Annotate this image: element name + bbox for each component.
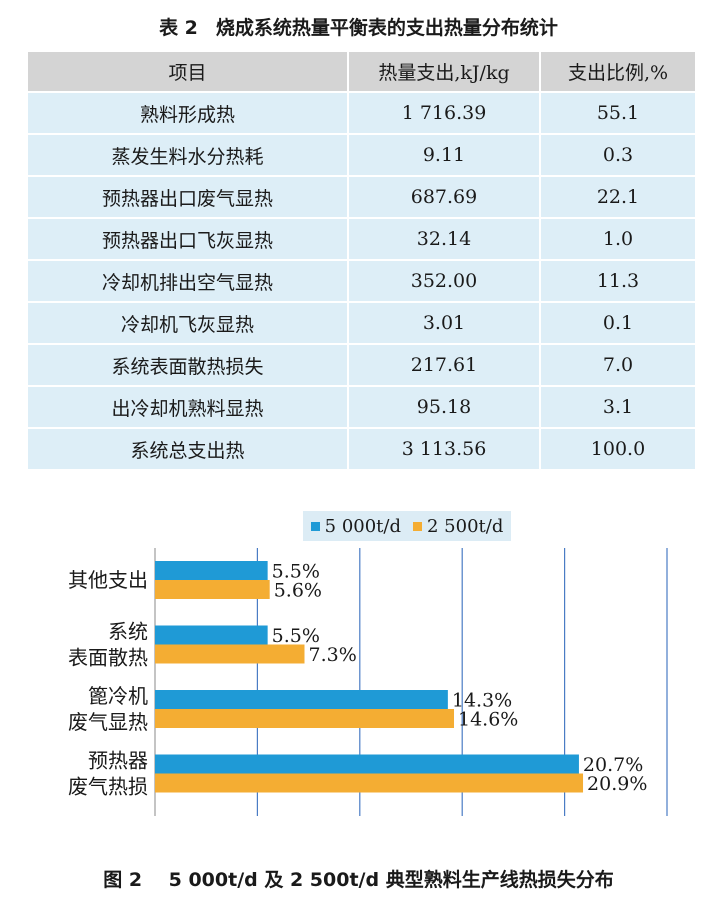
cell-heat: 9.11 [348, 134, 541, 177]
bar-value-label: 5.5% [272, 625, 320, 647]
header-heat: 热量支出,kJ/kg [348, 52, 541, 93]
bar-2500-2 [155, 709, 455, 728]
bar-2500-1 [155, 644, 305, 664]
bar-2500-3 [155, 773, 584, 793]
table-row: 蒸发生料水分热耗 9.11 0.3 [28, 134, 695, 177]
cell-heat: 3.01 [348, 302, 541, 345]
bar-5000-1 [155, 625, 268, 645]
legend-label-2500: 2 500t/d [427, 515, 504, 537]
table-row: 预热器出口废气显热 687.69 22.1 [28, 176, 695, 219]
figure-number: 图 2 [103, 869, 143, 891]
cell-item: 预热器出口废气显热 [28, 176, 349, 219]
cell-ratio: 0.3 [540, 134, 695, 177]
table-row: 系统表面散热损失 217.61 7.0 [28, 344, 695, 387]
legend-item-2500: 2 500t/d [413, 516, 503, 537]
cell-heat: 3 113.56 [348, 428, 541, 471]
cell-item: 熟料形成热 [28, 92, 349, 135]
table-row: 冷却机飞灰显热 3.01 0.1 [28, 302, 695, 345]
figure-caption-text: 5 000t/d 及 2 500t/d 典型熟料生产线热损失分布 [168, 869, 614, 891]
cell-heat: 1 716.39 [348, 92, 541, 135]
bar-value-label: 14.6% [458, 709, 518, 731]
cell-item: 系统表面散热损失 [28, 344, 349, 387]
bar-value-label: 7.3% [309, 644, 357, 666]
legend-item-5000: 5 000t/d [310, 515, 401, 537]
cell-item: 出冷却机熟料显热 [28, 386, 349, 429]
header-ratio: 支出比例,% [540, 52, 695, 93]
cell-ratio: 0.1 [540, 302, 695, 345]
table-number: 表 2 [159, 17, 198, 39]
bar-value-label: 20.9% [587, 773, 647, 795]
category-label: 系统 [108, 620, 148, 644]
cell-heat: 32.14 [348, 218, 541, 261]
table-row: 出冷却机熟料显热 95.18 3.1 [28, 386, 695, 429]
cell-item: 预热器出口飞灰显热 [28, 218, 349, 261]
heat-expenditure-table: 项目 热量支出,kJ/kg 支出比例,% 熟料形成热 1 716.39 55.1 蒸… [28, 52, 695, 471]
category-label: 其他支出 [68, 568, 148, 592]
cell-item: 冷却机排出空气显热 [28, 260, 349, 303]
chart-legend: 5 000t/d 2 500t/d [303, 511, 511, 541]
cell-heat: 217.61 [348, 344, 541, 387]
bar-value-label: 20.7% [583, 754, 643, 776]
chart-value-labels: 5.5%5.6%5.5%7.3%14.3%14.6%20.7%20.9% [272, 561, 648, 796]
cell-item: 蒸发生料水分热耗 [28, 134, 349, 177]
cell-ratio: 22.1 [540, 176, 695, 219]
cell-heat: 95.18 [348, 386, 541, 429]
bar-value-label: 14.3% [452, 690, 512, 712]
category-label: 表面散热 [68, 646, 148, 670]
bar-2500-0 [155, 580, 270, 599]
table-row-total: 系统总支出热 3 113.56 100.0 [28, 428, 695, 471]
category-label: 篦冷机 [88, 684, 148, 708]
category-label: 废气热损 [68, 775, 148, 799]
cell-heat: 687.69 [348, 176, 541, 219]
cell-ratio: 11.3 [540, 260, 695, 303]
cell-ratio: 1.0 [540, 218, 695, 261]
cell-ratio: 100.0 [540, 428, 695, 471]
cell-item: 冷却机飞灰显热 [28, 302, 349, 345]
cell-ratio: 3.1 [540, 386, 695, 429]
chart-bars [155, 561, 584, 793]
figure-caption: 图 2 5 000t/d 及 2 500t/d 典型熟料生产线热损失分布 [0, 860, 717, 900]
category-label: 废气显热 [68, 710, 148, 734]
legend-label-5000: 5 000t/d [324, 515, 401, 537]
bar-5000-3 [155, 754, 579, 774]
category-label: 预热器 [88, 749, 148, 773]
header-item: 项目 [28, 52, 349, 93]
cell-ratio: 7.0 [540, 344, 695, 387]
table-row: 预热器出口飞灰显热 32.14 1.0 [28, 218, 695, 261]
bar-5000-0 [155, 561, 268, 580]
bar-value-label: 5.6% [274, 580, 322, 602]
heat-loss-bar-chart: 5.5%5.6%5.5%7.3%14.3%14.6%20.7%20.9% 其他支… [68, 548, 668, 816]
bar-value-label: 5.5% [272, 561, 320, 583]
table-row: 熟料形成热 1 716.39 55.1 [28, 92, 695, 135]
table-row: 冷却机排出空气显热 352.00 11.3 [28, 260, 695, 303]
legend-swatch-5000 [310, 521, 320, 531]
cell-item: 系统总支出热 [28, 428, 349, 471]
cell-heat: 352.00 [348, 260, 541, 303]
legend-swatch-2500 [413, 521, 422, 531]
bar-5000-2 [155, 690, 448, 709]
cell-ratio: 55.1 [540, 92, 695, 135]
table-header-row: 项目 热量支出,kJ/kg 支出比例,% [28, 52, 695, 93]
table-title-text: 烧成系统热量平衡表的支出热量分布统计 [215, 17, 558, 39]
table-title: 表 2 烧成系统热量平衡表的支出热量分布统计 [0, 8, 717, 48]
